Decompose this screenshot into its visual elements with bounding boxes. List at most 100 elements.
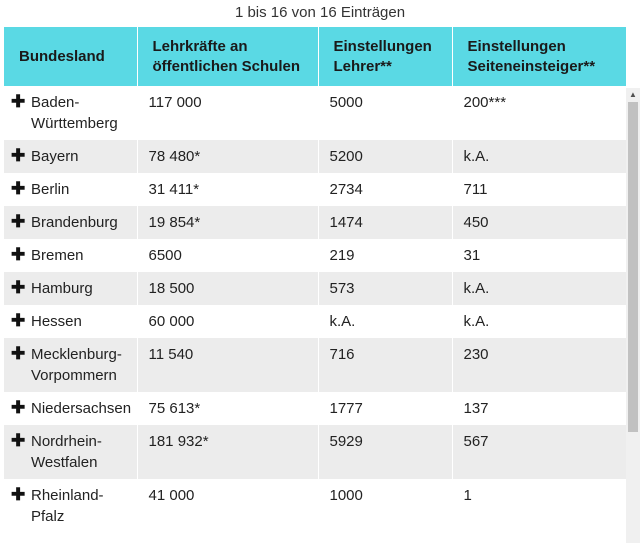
column-header-einstellungen-lehrer[interactable]: Einstellungen Lehrer** (318, 27, 453, 86)
plus-icon[interactable]: ✚ (11, 344, 26, 363)
table-row: ✚ Brandenburg 19 854* 1474 450 (4, 206, 626, 239)
cell-lehrkraefte: 6500 (137, 239, 319, 272)
table-row: ✚ Bremen 6500 219 31 (4, 239, 626, 272)
cell-einstellungen-lehrer: 2734 (318, 173, 453, 206)
column-header-einstellungen-seiteneinsteiger[interactable]: Einstellungen Seiteneinsteiger** (452, 27, 626, 86)
cell-einstellungen-seiteneinsteiger: 1 (452, 479, 626, 533)
cell-bundesland: ✚ Hamburg (4, 272, 138, 305)
plus-icon[interactable]: ✚ (11, 179, 26, 198)
arrow-up-icon[interactable]: ▲ (629, 90, 637, 99)
cell-einstellungen-lehrer: 1474 (318, 206, 453, 239)
state-cell-content: ✚ Berlin (11, 179, 127, 200)
cell-bundesland: ✚ Nordrhein-Westfalen (4, 425, 138, 479)
plus-icon[interactable]: ✚ (11, 311, 26, 330)
cell-lehrkraefte: 31 411* (137, 173, 319, 206)
state-cell-content: ✚ Nordrhein-Westfalen (11, 431, 127, 473)
state-cell-content: ✚ Mecklenburg-Vorpommern (11, 344, 127, 386)
table-row: ✚ Niedersachsen 75 613* 1777 137 (4, 392, 626, 425)
vertical-scrollbar[interactable]: ▲ (626, 88, 640, 543)
state-name: Mecklenburg-Vorpommern (31, 346, 122, 384)
table-row: ✚ Berlin 31 411* 2734 711 (4, 173, 626, 206)
state-name: Rheinland-Pfalz (31, 487, 104, 525)
cell-lehrkraefte: 41 000 (137, 479, 319, 533)
cell-bundesland: ✚ Brandenburg (4, 206, 138, 239)
cell-lehrkraefte: 75 613* (137, 392, 319, 425)
state-name: Baden-Württemberg (31, 94, 118, 132)
plus-icon[interactable]: ✚ (11, 146, 26, 165)
plus-icon[interactable]: ✚ (11, 485, 26, 504)
cell-bundesland: ✚ Hessen (4, 305, 138, 338)
cell-einstellungen-seiteneinsteiger: k.A. (452, 272, 626, 305)
cell-lehrkraefte: 117 000 (137, 86, 319, 140)
state-cell-content: ✚ Rheinland-Pfalz (11, 485, 127, 527)
state-cell-content: ✚ Baden-Württemberg (11, 92, 127, 134)
state-name: Hamburg (31, 280, 93, 297)
table-row: ✚ Nordrhein-Westfalen 181 932* 5929 567 (4, 425, 626, 479)
scrollbar-thumb[interactable] (628, 102, 638, 432)
table-row: ✚ Hamburg 18 500 573 k.A. (4, 272, 626, 305)
table-container: Bundesland Lehrkräfte an öffentlichen Sc… (4, 27, 640, 543)
table-row: ✚ Rheinland-Pfalz 41 000 1000 1 (4, 479, 626, 533)
cell-einstellungen-seiteneinsteiger: 31 (452, 239, 626, 272)
table-header: Bundesland Lehrkräfte an öffentlichen Sc… (4, 27, 626, 86)
plus-icon[interactable]: ✚ (11, 92, 26, 111)
column-header-lehrkraefte[interactable]: Lehrkräfte an öffentlichen Schulen (137, 27, 319, 86)
cell-einstellungen-seiteneinsteiger: 567 (452, 425, 626, 479)
state-cell-content: ✚ Niedersachsen (11, 398, 131, 419)
state-name: Brandenburg (31, 214, 118, 231)
cell-einstellungen-lehrer: 573 (318, 272, 453, 305)
cell-einstellungen-lehrer: 219 (318, 239, 453, 272)
cell-lehrkraefte: 19 854* (137, 206, 319, 239)
state-name: Niedersachsen (31, 400, 132, 417)
state-name: Berlin (31, 181, 70, 198)
cell-lehrkraefte: 11 540 (137, 338, 319, 392)
cell-einstellungen-seiteneinsteiger: 137 (452, 392, 626, 425)
plus-icon[interactable]: ✚ (11, 278, 26, 297)
table-row: ✚ Hessen 60 000 k.A. k.A. (4, 305, 626, 338)
state-name: Nordrhein-Westfalen (31, 433, 102, 471)
cell-einstellungen-seiteneinsteiger: k.A. (452, 140, 626, 173)
table-info-text: 1 bis 16 von 16 Einträgen (234, 4, 406, 21)
cell-bundesland: ✚ Rheinland-Pfalz (4, 479, 138, 533)
column-header-bundesland[interactable]: Bundesland (4, 27, 138, 86)
state-cell-content: ✚ Bayern (11, 146, 127, 167)
cell-einstellungen-lehrer: 5929 (318, 425, 453, 479)
plus-icon[interactable]: ✚ (11, 245, 26, 264)
cell-bundesland: ✚ Bremen (4, 239, 138, 272)
cell-einstellungen-lehrer: 5000 (318, 86, 453, 140)
cell-bundesland: ✚ Mecklenburg-Vorpommern (4, 338, 138, 392)
cell-einstellungen-seiteneinsteiger: k.A. (452, 305, 626, 338)
cell-einstellungen-seiteneinsteiger: 450 (452, 206, 626, 239)
cell-einstellungen-lehrer: k.A. (318, 305, 453, 338)
table-body: ✚ Baden-Württemberg 117 000 5000 200*** ✚ Baye… (4, 86, 626, 533)
state-cell-content: ✚ Bremen (11, 245, 127, 266)
state-name: Bremen (31, 247, 84, 264)
cell-bundesland: ✚ Baden-Württemberg (4, 86, 138, 140)
data-table: Bundesland Lehrkräfte an öffentlichen Sc… (4, 27, 626, 533)
plus-icon[interactable]: ✚ (11, 212, 26, 231)
state-cell-content: ✚ Hessen (11, 311, 127, 332)
cell-einstellungen-seiteneinsteiger: 200*** (452, 86, 626, 140)
cell-einstellungen-lehrer: 1000 (318, 479, 453, 533)
state-name: Hessen (31, 313, 82, 330)
state-cell-content: ✚ Brandenburg (11, 212, 127, 233)
table-row: ✚ Baden-Württemberg 117 000 5000 200*** (4, 86, 626, 140)
cell-lehrkraefte: 18 500 (137, 272, 319, 305)
plus-icon[interactable]: ✚ (11, 431, 26, 450)
header-row: Bundesland Lehrkräfte an öffentlichen Sc… (4, 27, 626, 86)
table-row: ✚ Mecklenburg-Vorpommern 11 540 716 230 (4, 338, 626, 392)
cell-einstellungen-lehrer: 5200 (318, 140, 453, 173)
cell-bundesland: ✚ Bayern (4, 140, 138, 173)
plus-icon[interactable]: ✚ (11, 398, 26, 417)
cell-bundesland: ✚ Niedersachsen (4, 392, 138, 425)
cell-lehrkraefte: 60 000 (137, 305, 319, 338)
table-row: ✚ Bayern 78 480* 5200 k.A. (4, 140, 626, 173)
cell-einstellungen-seiteneinsteiger: 230 (452, 338, 626, 392)
cell-einstellungen-seiteneinsteiger: 711 (452, 173, 626, 206)
state-name: Bayern (31, 148, 79, 165)
cell-einstellungen-lehrer: 716 (318, 338, 453, 392)
state-cell-content: ✚ Hamburg (11, 278, 127, 299)
cell-bundesland: ✚ Berlin (4, 173, 138, 206)
cell-lehrkraefte: 181 932* (137, 425, 319, 479)
